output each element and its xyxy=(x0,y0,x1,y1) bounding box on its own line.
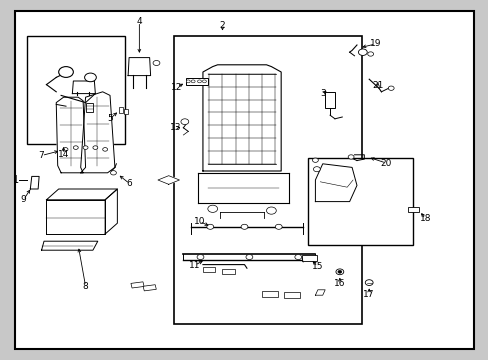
Polygon shape xyxy=(81,92,115,173)
Bar xyxy=(143,285,156,291)
Bar xyxy=(307,158,412,245)
Circle shape xyxy=(207,205,217,212)
Bar xyxy=(302,255,316,261)
Circle shape xyxy=(241,224,247,229)
Text: 21: 21 xyxy=(371,81,383,90)
Polygon shape xyxy=(105,189,117,234)
Bar xyxy=(131,282,144,288)
Text: 19: 19 xyxy=(369,40,381,49)
Circle shape xyxy=(93,146,98,149)
Polygon shape xyxy=(158,176,179,184)
Circle shape xyxy=(245,255,252,260)
Circle shape xyxy=(181,119,188,125)
Circle shape xyxy=(206,224,213,229)
Text: 18: 18 xyxy=(419,215,430,223)
Text: 20: 20 xyxy=(380,158,391,168)
Circle shape xyxy=(312,158,318,162)
Text: 2: 2 xyxy=(219,22,225,31)
Text: 3: 3 xyxy=(319,89,325,98)
Circle shape xyxy=(313,167,320,172)
Circle shape xyxy=(387,86,393,90)
Text: 8: 8 xyxy=(82,282,88,291)
Bar xyxy=(261,291,277,297)
Polygon shape xyxy=(315,164,356,202)
Text: 5: 5 xyxy=(107,114,113,123)
Circle shape xyxy=(110,171,116,175)
Text: 4: 4 xyxy=(136,17,142,26)
Text: 14: 14 xyxy=(58,150,69,159)
Polygon shape xyxy=(30,176,39,189)
Bar xyxy=(85,103,93,112)
Polygon shape xyxy=(315,290,325,295)
Bar xyxy=(325,92,334,108)
Circle shape xyxy=(337,270,341,273)
Circle shape xyxy=(197,255,203,260)
Bar xyxy=(27,36,124,144)
Text: 7: 7 xyxy=(39,151,44,160)
Polygon shape xyxy=(46,189,117,200)
Circle shape xyxy=(347,155,353,159)
Circle shape xyxy=(365,280,372,285)
Circle shape xyxy=(84,73,96,82)
Circle shape xyxy=(335,269,343,275)
Circle shape xyxy=(275,224,282,229)
Polygon shape xyxy=(41,241,98,250)
Text: 10: 10 xyxy=(193,217,205,226)
Text: 16: 16 xyxy=(333,279,345,288)
Bar xyxy=(173,36,361,324)
Polygon shape xyxy=(46,200,105,234)
Text: 13: 13 xyxy=(170,123,182,132)
Text: 9: 9 xyxy=(20,195,26,204)
Circle shape xyxy=(83,146,88,149)
Circle shape xyxy=(73,146,78,149)
Bar xyxy=(119,107,122,113)
Circle shape xyxy=(186,80,190,83)
Polygon shape xyxy=(72,81,95,94)
Circle shape xyxy=(59,67,73,77)
Polygon shape xyxy=(128,58,150,76)
Circle shape xyxy=(367,52,373,56)
Circle shape xyxy=(102,148,107,151)
Circle shape xyxy=(202,80,206,83)
Polygon shape xyxy=(56,97,85,173)
Bar xyxy=(185,78,207,85)
Bar xyxy=(407,207,418,212)
Circle shape xyxy=(294,255,301,260)
Text: 11: 11 xyxy=(188,261,200,270)
Text: 12: 12 xyxy=(171,83,183,92)
Bar xyxy=(283,292,299,298)
Bar xyxy=(222,269,234,274)
Bar xyxy=(203,267,215,272)
Circle shape xyxy=(358,49,366,55)
Bar xyxy=(123,109,127,114)
Circle shape xyxy=(266,207,276,214)
Text: 17: 17 xyxy=(363,290,374,299)
Circle shape xyxy=(63,148,68,151)
Polygon shape xyxy=(203,65,281,171)
Text: 1: 1 xyxy=(13,175,19,185)
Text: 15: 15 xyxy=(311,262,323,271)
Circle shape xyxy=(197,80,201,83)
Circle shape xyxy=(153,60,160,66)
Text: 6: 6 xyxy=(126,179,132,188)
Circle shape xyxy=(191,80,195,83)
